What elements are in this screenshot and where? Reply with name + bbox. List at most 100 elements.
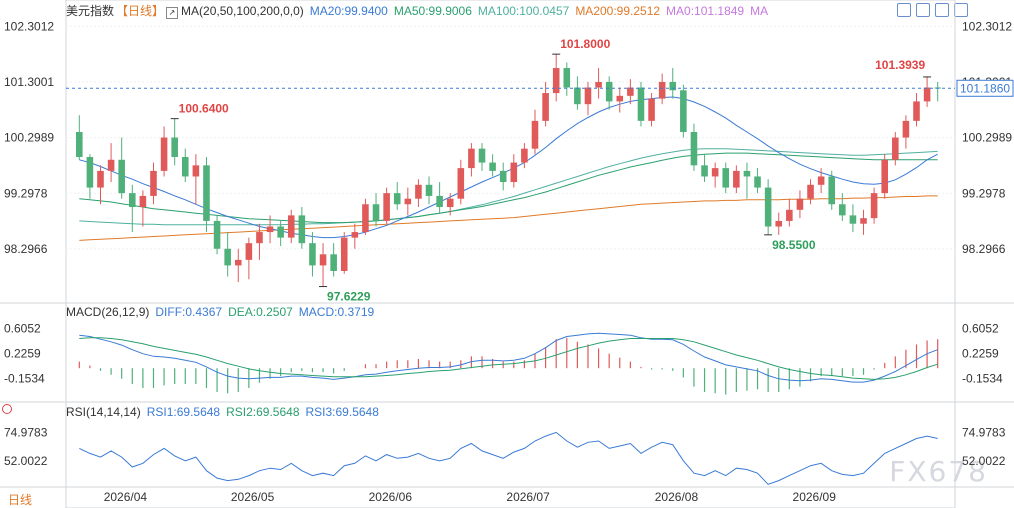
candle xyxy=(754,168,761,194)
candle xyxy=(764,179,772,235)
rsi-axis-label-right: 74.9783 xyxy=(962,425,1006,439)
candle-body xyxy=(309,243,316,266)
candle xyxy=(277,220,284,246)
candle xyxy=(489,154,496,177)
candle-body xyxy=(722,168,730,188)
candle-body xyxy=(711,168,719,177)
extreme-annotation: 98.5500 xyxy=(772,238,816,252)
candle xyxy=(796,190,804,219)
candle xyxy=(563,62,571,96)
candle-body xyxy=(340,237,348,271)
period-button[interactable]: 日线 xyxy=(8,493,33,507)
candle-body xyxy=(733,170,740,188)
candle xyxy=(542,81,549,127)
candle xyxy=(203,157,210,233)
candle-body xyxy=(181,157,189,177)
period-label[interactable]: 【日线】 xyxy=(116,4,165,18)
indicator-settings-icon[interactable] xyxy=(2,404,12,414)
candle xyxy=(415,179,422,208)
candle xyxy=(722,162,730,194)
candle-body xyxy=(701,165,708,177)
date-axis-label: 2026/04 xyxy=(104,490,148,504)
macd-axis-label-left: -0.1534 xyxy=(4,371,45,385)
candle xyxy=(701,154,708,183)
candle-body xyxy=(393,193,401,205)
zoom-out-icon[interactable] xyxy=(916,3,930,17)
candle xyxy=(849,204,857,233)
price-axis-label-left: 100.2989 xyxy=(4,131,54,145)
candle-body xyxy=(245,243,253,260)
candle-body xyxy=(754,176,761,188)
candle xyxy=(404,187,412,216)
price-axis-label-left: 98.2966 xyxy=(4,242,48,256)
last-price-tag-text: 101.1860 xyxy=(960,81,1010,95)
candle-body xyxy=(690,131,698,166)
price-header: 美元指数 【日线】 ↗ MA(20,50,100,200,0,0) MA20:99.94… xyxy=(66,2,774,19)
candle xyxy=(923,76,931,107)
candle xyxy=(669,68,677,99)
crosshair-icon[interactable] xyxy=(897,3,911,17)
candle xyxy=(351,223,359,249)
ma-settings-icon[interactable]: ↗ xyxy=(166,7,179,19)
candle-body xyxy=(881,159,888,194)
rsi-axis-label-right: 52.0022 xyxy=(962,454,1006,468)
candle-body xyxy=(542,93,549,121)
candle-body xyxy=(531,120,539,149)
price-axis-label-left: 99.2978 xyxy=(4,186,48,200)
candle-body xyxy=(913,101,920,121)
price-axis-label-right: 100.2989 xyxy=(962,131,1012,145)
candle-body xyxy=(203,165,210,221)
price-axis-label-right: 102.3012 xyxy=(962,19,1012,33)
candle xyxy=(584,81,592,116)
candle-body xyxy=(129,193,136,208)
zoom-in-icon[interactable] xyxy=(935,3,949,17)
macd-header: MACD(26,12,9) DIFF:0.4367 DEA:0.2507 MACD:0… xyxy=(66,305,380,319)
macd-axis-label-right: 0.2259 xyxy=(962,346,999,360)
candle xyxy=(436,182,443,213)
candle xyxy=(340,232,348,274)
candle xyxy=(499,162,507,191)
candle xyxy=(234,248,242,283)
candle-body xyxy=(213,220,221,249)
extreme-annotation: 100.6400 xyxy=(179,102,229,116)
candle-body xyxy=(86,157,94,188)
candle xyxy=(913,93,920,127)
candle xyxy=(648,93,655,127)
candle-body xyxy=(277,226,284,238)
candle xyxy=(892,131,899,166)
candle-body xyxy=(319,254,327,266)
candle-body xyxy=(584,87,592,105)
candle xyxy=(860,209,867,235)
candle-body xyxy=(605,81,613,102)
candle-body xyxy=(849,215,857,224)
candle xyxy=(319,243,327,287)
macd-value: MACD:0.3719 xyxy=(298,305,375,319)
candle-body xyxy=(616,95,624,102)
candle-body xyxy=(595,81,602,88)
candle-body xyxy=(298,215,306,244)
candle-body xyxy=(436,195,443,208)
price-axis-label-right: 99.2978 xyxy=(962,186,1006,200)
candle xyxy=(383,187,390,224)
candle xyxy=(298,207,306,249)
candle-body xyxy=(468,148,475,169)
ma100-value: MA100:100.0457 xyxy=(477,4,570,18)
candle xyxy=(637,81,645,127)
candle xyxy=(150,162,157,205)
macd-diff-value: DIFF:0.4367 xyxy=(155,305,223,319)
candle-body xyxy=(224,248,231,266)
candle-body xyxy=(521,148,528,163)
ma20-line xyxy=(79,96,938,239)
candle-body xyxy=(457,168,465,199)
candle xyxy=(107,143,115,183)
ma-extra: MA xyxy=(750,4,769,18)
candle xyxy=(828,170,836,210)
ma200-value: MA200:99.2512 xyxy=(575,4,661,18)
candle xyxy=(224,232,231,277)
candle xyxy=(181,148,189,183)
candle xyxy=(129,184,136,233)
candle xyxy=(425,176,433,205)
candle xyxy=(690,123,698,171)
candle-body xyxy=(786,209,793,221)
candle-body xyxy=(234,259,242,266)
